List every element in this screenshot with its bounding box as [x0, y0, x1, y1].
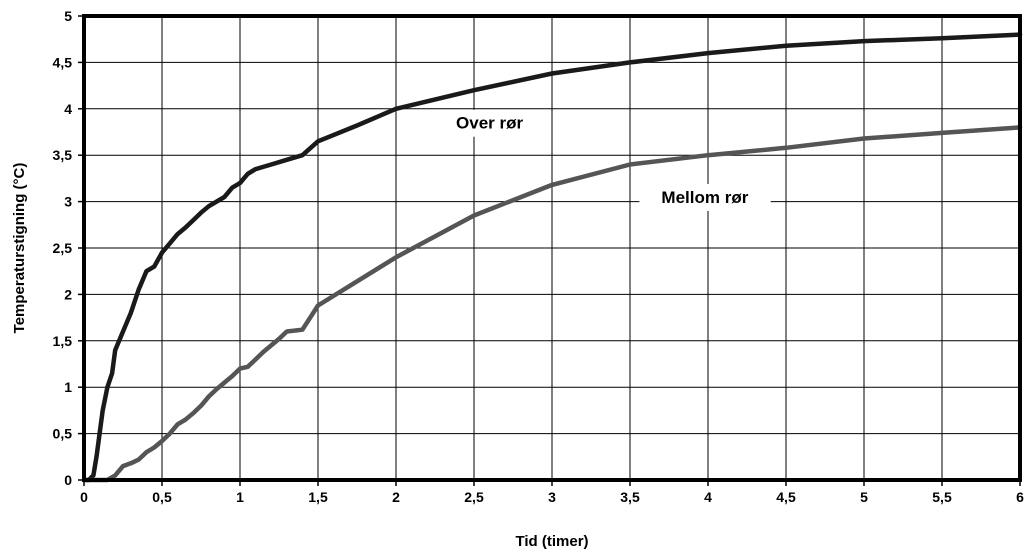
series-label-0: Over rør	[456, 114, 523, 133]
x-tick-label: 4,5	[776, 489, 796, 505]
x-tick-label: 3,5	[620, 489, 640, 505]
plot-area-frame	[82, 14, 1022, 482]
series-lines	[81, 32, 1023, 483]
y-tick-label: 3,5	[53, 147, 73, 163]
x-tick-label: 6	[1016, 489, 1024, 505]
y-tick-label: 3	[64, 194, 72, 210]
y-tick-label: 0,5	[53, 426, 73, 442]
x-tick-label: 2	[392, 489, 400, 505]
y-tick-label: 0	[64, 472, 72, 488]
x-tick-label: 0,5	[152, 489, 172, 505]
series-line-1	[81, 125, 1023, 483]
series-label-background	[434, 109, 546, 137]
x-axis-tick-labels: 0 0,5 1 1,5 2 2,5 3 3,5 4 4,5 5 5,5 6	[80, 489, 1024, 505]
x-tick-label: 1,5	[308, 489, 328, 505]
y-axis-tick-labels: 0 0,5 1 1,5 2 2,5 3 3,5 4 4,5 5	[53, 8, 73, 488]
y-tick-label: 2,5	[53, 240, 73, 256]
y-tick-label: 5	[64, 8, 72, 24]
y-tick-label: 4,5	[53, 54, 73, 70]
x-tick-label: 4	[704, 489, 712, 505]
y-axis-title: Temperaturstigning (°C)	[11, 163, 28, 334]
x-tick-label: 1	[236, 489, 244, 505]
x-tick-label: 5	[860, 489, 868, 505]
series-label-1: Mellom rør	[661, 188, 748, 207]
y-tick-label: 2	[64, 286, 72, 302]
x-tick-label: 5,5	[932, 489, 952, 505]
x-tick-label: 3	[548, 489, 556, 505]
y-tick-label: 4	[64, 101, 72, 117]
y-tick-label: 1	[64, 379, 72, 395]
x-axis-title: Tid (timer)	[515, 533, 588, 550]
y-tick-label: 1,5	[53, 333, 73, 349]
x-tick-label: 2,5	[464, 489, 484, 505]
grid-lines	[78, 15, 1021, 486]
series-label-background	[639, 183, 771, 211]
x-tick-label: 0	[80, 489, 88, 505]
series-labels: Over rør Mellom rør	[434, 109, 771, 211]
series-line-0	[81, 32, 1023, 483]
